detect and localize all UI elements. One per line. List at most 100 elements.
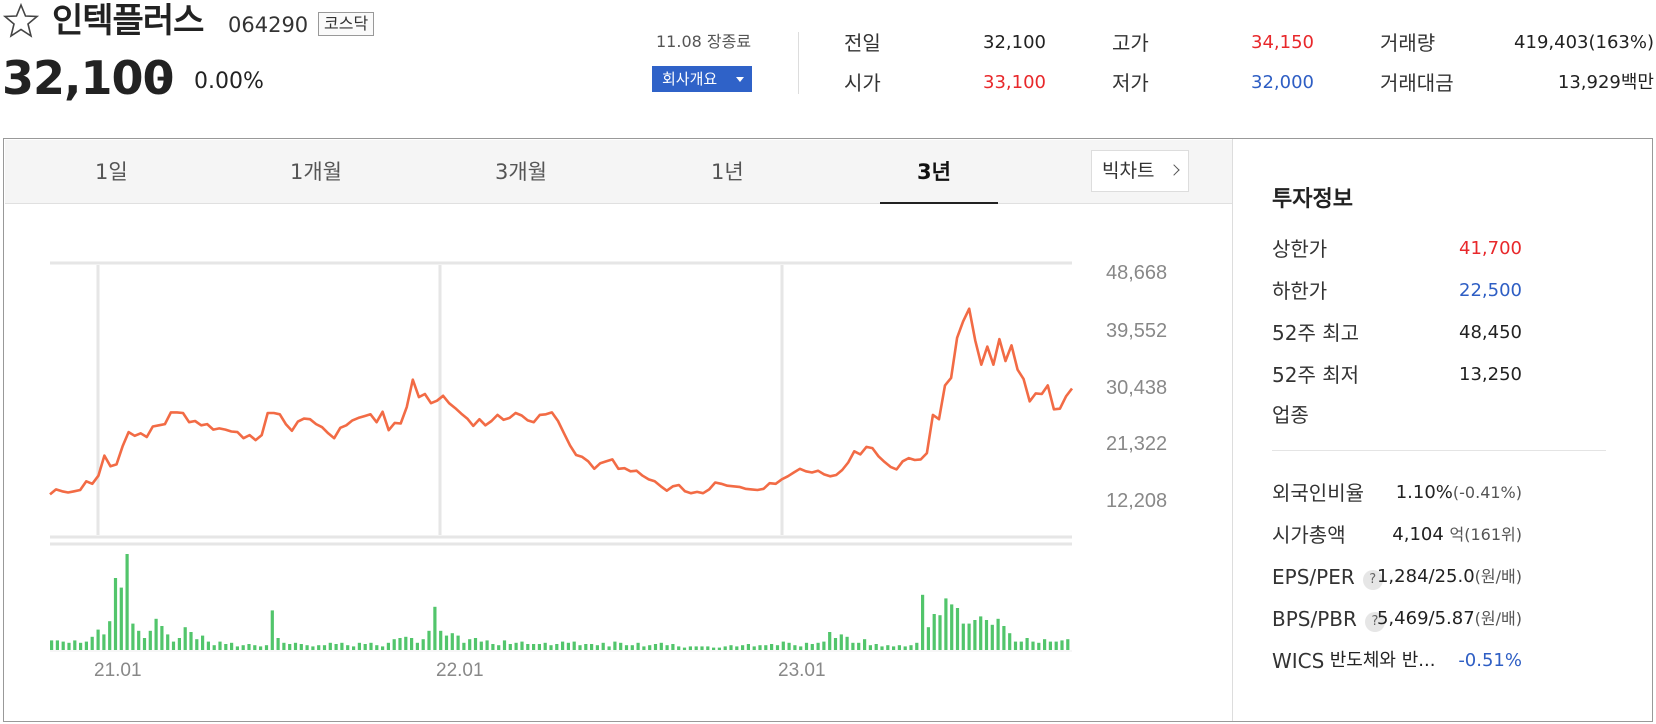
upper-limit-label: 상한가	[1272, 237, 1328, 261]
tab-1year[interactable]: 1년	[711, 160, 744, 184]
volume-bar	[897, 645, 901, 650]
volume-bar	[119, 587, 123, 650]
volume-bar	[822, 641, 826, 650]
y-tick-label: 12,208	[1106, 490, 1167, 512]
company-overview-button[interactable]: 회사개요	[652, 66, 752, 92]
volume-bar	[79, 642, 83, 650]
current-price: 32,100	[2, 51, 175, 105]
volume-bar	[479, 641, 483, 650]
volume-bar	[206, 641, 210, 650]
volume-bar	[1025, 638, 1029, 650]
volume-bar	[787, 642, 791, 650]
volume-bar	[247, 644, 251, 650]
volume-bar	[578, 645, 582, 650]
volume-bar	[549, 645, 553, 650]
y-tick-label: 30,438	[1106, 377, 1167, 399]
lower-limit-value: 22,500	[1459, 280, 1522, 301]
tab-1month[interactable]: 1개월	[290, 160, 343, 184]
volume-bar	[212, 645, 216, 650]
volume-bar	[276, 638, 280, 650]
market-cap: 4,104	[1392, 524, 1444, 545]
volume-bar	[520, 641, 524, 650]
volume-bar	[886, 645, 890, 650]
volume-bar	[317, 645, 321, 650]
market-cap-unit: 억(161위)	[1449, 525, 1522, 544]
volume-bar	[1060, 640, 1064, 650]
volume-bar	[984, 620, 989, 650]
volume-bar	[770, 644, 774, 650]
bps-pbr: 5,469/5.87	[1376, 608, 1475, 629]
tab-1day[interactable]: 1일	[95, 160, 128, 184]
volume-bar	[166, 634, 170, 650]
volume-bar	[473, 638, 478, 650]
week52-high-label: 52주 최고	[1272, 321, 1360, 345]
market-badge: 코스닥	[318, 12, 375, 36]
eps-per-unit: (원/배)	[1474, 567, 1522, 586]
volume-bar	[857, 642, 861, 650]
foreign-ratio-change: (-0.41%)	[1452, 483, 1522, 502]
volume-bar	[584, 644, 588, 650]
volume-bar	[427, 630, 431, 650]
period-tab-bar: 1일 1개월 3개월 1년 3년 빅차트	[5, 140, 1232, 204]
volume-bar	[746, 644, 750, 650]
volume-bar	[729, 645, 733, 650]
wics-sector[interactable]: 반도체와 반...	[1329, 650, 1436, 671]
volume-bar	[224, 644, 228, 650]
lower-limit-label: 하한가	[1272, 279, 1328, 303]
eps-per-text: EPS/PER	[1272, 565, 1355, 589]
volume-bar	[375, 645, 379, 650]
tab-3year[interactable]: 3년	[917, 160, 951, 184]
volume-bar	[712, 647, 716, 650]
volume-bar	[1013, 641, 1018, 650]
volume-bar	[532, 644, 536, 650]
volume-bar	[404, 636, 408, 650]
volume-bar	[433, 606, 437, 650]
low-value: 32,000	[1251, 72, 1314, 93]
foreign-ratio-value: 1.10%(-0.41%)	[1396, 480, 1522, 506]
open-value: 33,100	[983, 72, 1046, 93]
volume-bar	[241, 645, 245, 650]
volume-bar	[108, 621, 112, 650]
volume-bar	[752, 646, 756, 650]
volume-bar	[915, 642, 919, 650]
eps-per-label: EPS/PER?	[1272, 564, 1383, 590]
volume-bar	[706, 646, 710, 650]
volume-bar	[137, 630, 141, 650]
volume-bar	[723, 646, 727, 650]
volume-bar	[1048, 641, 1052, 650]
volume-value: 419,403(163%)	[1514, 32, 1654, 53]
volume-bar	[311, 646, 315, 650]
volume-bar	[619, 642, 623, 650]
volume-bar	[61, 641, 65, 650]
volume-bar	[1054, 641, 1058, 650]
volume-bar	[741, 645, 745, 650]
volume-bar	[253, 645, 257, 650]
bigchart-button[interactable]: 빅차트	[1091, 150, 1189, 192]
volume-bar	[868, 645, 872, 650]
volume-bar	[665, 645, 669, 650]
volume-bar	[154, 618, 158, 650]
market-cap-label: 시가총액	[1272, 523, 1346, 547]
volume-bar	[1031, 641, 1035, 650]
change-rate: 0.00%	[194, 69, 264, 94]
volume-bar	[996, 618, 1000, 650]
upper-limit-value: 41,700	[1459, 238, 1522, 259]
volume-bar	[653, 644, 658, 650]
eps-per: 1,284/25.0	[1376, 566, 1475, 587]
wics-value: 반도체와 반... -0.51%	[1330, 648, 1522, 674]
eps-help-icon[interactable]: ?	[1362, 570, 1383, 590]
volume-bar	[828, 632, 832, 650]
volume-bar	[851, 642, 855, 650]
volume-bar	[990, 624, 994, 650]
volume-bar	[671, 644, 675, 650]
favorite-star-icon[interactable]	[2, 2, 40, 40]
tab-3month[interactable]: 3개월	[495, 160, 548, 184]
volume-bar	[195, 639, 199, 650]
volume-bar	[201, 635, 205, 650]
volume-bar	[485, 640, 489, 650]
bps-help-icon[interactable]: ?	[1364, 612, 1385, 632]
volume-bar	[328, 642, 332, 650]
high-label: 고가	[1112, 31, 1149, 55]
volume-bar	[55, 640, 59, 650]
volume-bar	[590, 644, 594, 650]
